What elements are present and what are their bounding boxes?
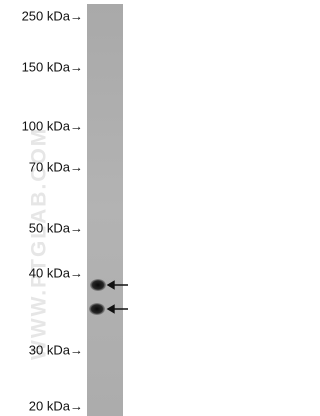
arrow-head [106, 280, 115, 290]
band [90, 279, 106, 291]
marker-label: 70 kDa→ [29, 159, 83, 174]
marker-label: 40 kDa→ [29, 265, 83, 280]
band-arrows [106, 280, 128, 314]
blot-figure: WWW.PTGLAB.COM 250 kDa→ 150 kDa→ 100 kDa… [22, 4, 128, 416]
band [89, 303, 105, 315]
marker-label: 20 kDa→ [29, 398, 83, 413]
marker-label: 250 kDa→ [22, 8, 83, 23]
marker-label: 30 kDa→ [29, 342, 83, 357]
arrow-head [106, 304, 115, 314]
blot-lane [87, 4, 123, 416]
marker-label: 150 kDa→ [22, 59, 83, 74]
watermark: WWW.PTGLAB.COM [28, 127, 51, 360]
marker-label: 50 kDa→ [29, 220, 83, 235]
marker-label: 100 kDa→ [22, 118, 83, 133]
